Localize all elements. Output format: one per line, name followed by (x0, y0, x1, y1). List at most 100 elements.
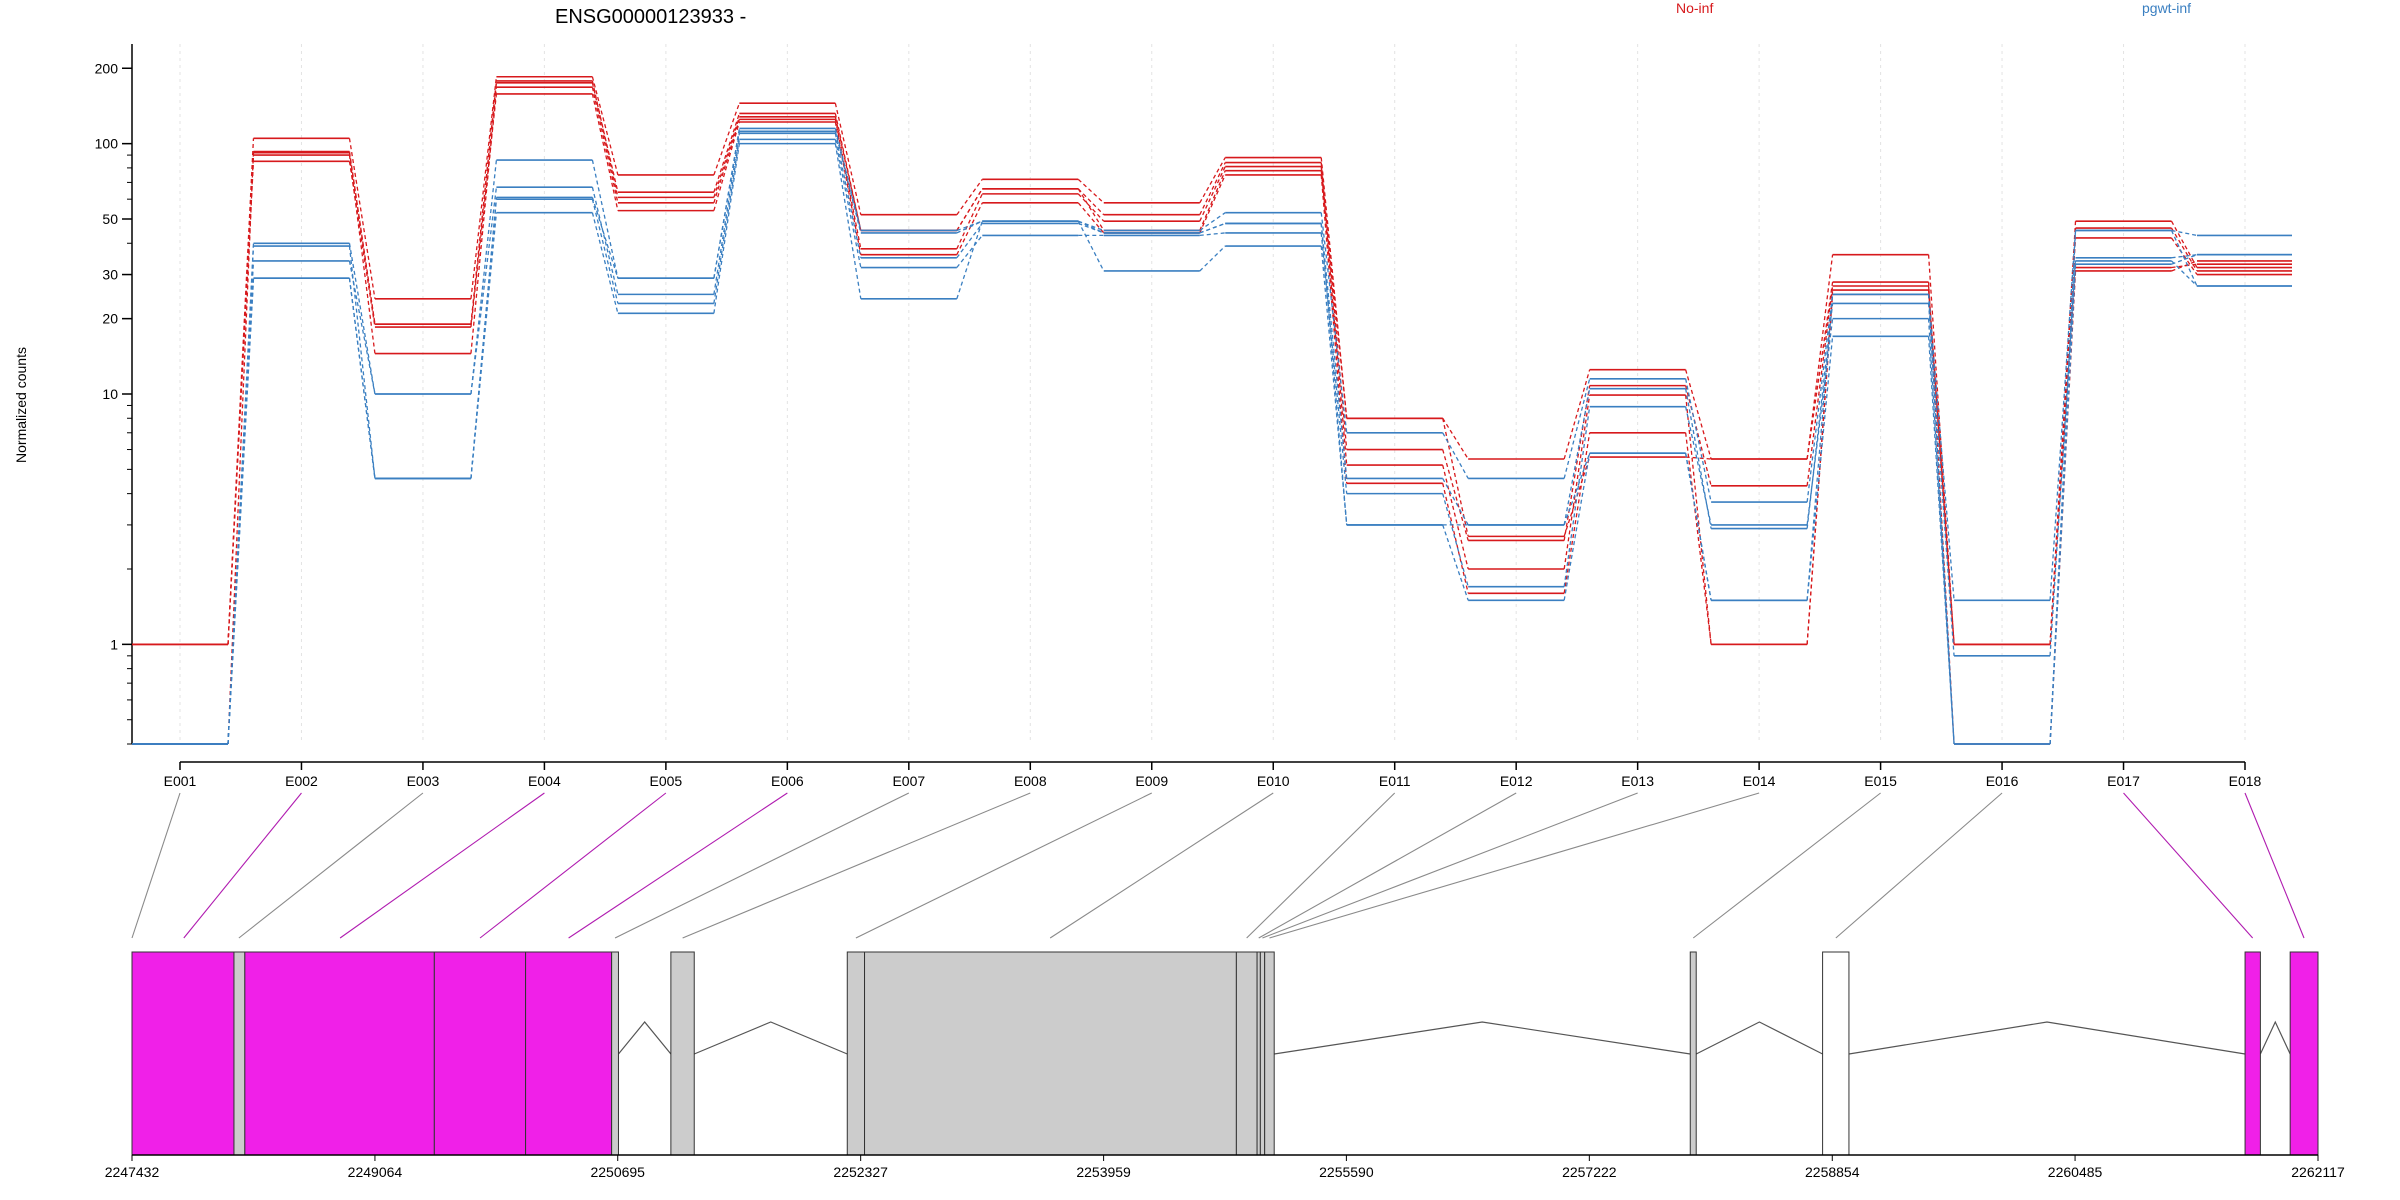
series-link (713, 139, 740, 304)
series-link (1685, 453, 1712, 601)
series-link (1685, 385, 1712, 486)
series-link (2049, 230, 2077, 745)
series-link (1806, 294, 1834, 645)
exon-block (2289, 951, 2319, 1156)
intron (1848, 1021, 2246, 1055)
genome-tick-label: 2250695 (590, 1164, 645, 1180)
series-link (956, 202, 983, 256)
series-link (1078, 220, 1104, 232)
series-link (956, 193, 983, 250)
series-pgwt-inf-6 (132, 127, 2292, 745)
series-link (227, 278, 255, 745)
series-link (2171, 254, 2198, 265)
series-pgwt-inf-9 (132, 142, 2292, 745)
series-link (591, 199, 619, 304)
series-link (956, 188, 983, 231)
series-link (1927, 318, 1955, 745)
exon-block (1689, 951, 1697, 1156)
series-link (1563, 453, 1591, 526)
connector-e006 (568, 792, 788, 939)
gene-model (131, 951, 2319, 1156)
exon-block (2244, 951, 2261, 1156)
series-pgwt-inf-8 (132, 138, 2292, 745)
genome-tick-label: 2260485 (2048, 1164, 2103, 1180)
series-link (2171, 254, 2198, 259)
series-link (956, 220, 983, 234)
series-link (1442, 449, 1469, 541)
series-link (1199, 157, 1226, 204)
series-link (834, 116, 862, 231)
series-link (1078, 220, 1105, 234)
series-link (591, 212, 619, 314)
exon-block (846, 951, 866, 1156)
series-link (470, 159, 498, 395)
series-link (1685, 456, 1712, 460)
series-link (1927, 336, 1955, 745)
series-link (1927, 303, 1955, 656)
series-link (834, 131, 862, 234)
x-tick-label-e010: E010 (1257, 773, 1290, 789)
series-link (1320, 223, 1348, 479)
series-link (591, 76, 619, 176)
connector-e009 (855, 792, 1153, 939)
series-link (1442, 417, 1469, 460)
series-link (470, 87, 498, 354)
series-link (2170, 227, 2198, 272)
series-link (1563, 394, 1591, 570)
x-tick-label-e017: E017 (2107, 773, 2140, 789)
x-tick-label-e001: E001 (164, 773, 197, 789)
genome-tick-label: 2258854 (1805, 1164, 1860, 1180)
series-link (591, 93, 619, 211)
series-link (1442, 493, 1469, 587)
series-lines (132, 75, 2292, 745)
series-link (1563, 406, 1591, 587)
series-link (591, 87, 619, 204)
series-link (1077, 193, 1105, 222)
connector-e014 (1269, 792, 1760, 939)
series-link (1806, 285, 1834, 486)
series-link (956, 223, 983, 259)
gridlines (179, 44, 2246, 744)
series-link (1077, 188, 1105, 231)
series-link (348, 245, 376, 479)
exon-connectors (131, 792, 2305, 939)
genome-tick-label: 2253959 (1076, 1164, 1131, 1180)
genome-tick-label: 2252327 (833, 1164, 888, 1180)
x-tick-label-e016: E016 (1986, 773, 2019, 789)
series-link (2049, 237, 2077, 645)
series-link (348, 138, 376, 299)
series-link (1199, 222, 1226, 234)
series-link (834, 143, 862, 299)
exon-block (433, 951, 527, 1156)
series-link (227, 161, 255, 645)
series-link (1199, 232, 1226, 237)
intron (694, 1021, 848, 1055)
series-link (1199, 174, 1226, 234)
connector-e016 (1835, 792, 2003, 939)
genome-tick-label: 2249064 (348, 1164, 403, 1180)
connector-e011 (1246, 792, 1396, 939)
series-link (713, 133, 740, 295)
x-tick-label-e012: E012 (1500, 773, 1533, 789)
series-link (1199, 212, 1226, 231)
series-link (1806, 294, 1834, 601)
exon-block (233, 951, 246, 1156)
x-tick-label-e018: E018 (2229, 773, 2262, 789)
series-link (1685, 378, 1712, 503)
series-link (348, 155, 376, 354)
series-link (1199, 170, 1226, 231)
y-tick-label: 30 (102, 267, 118, 283)
series-link (1685, 369, 1712, 460)
exon-block (1264, 951, 1275, 1156)
series-link (713, 143, 740, 314)
series-link (2171, 263, 2198, 269)
genome-tick-label: 2262117 (2291, 1164, 2345, 1180)
series-link (348, 278, 376, 479)
series-link (1199, 245, 1226, 272)
series-link (591, 197, 619, 279)
series-link (1442, 483, 1469, 594)
series-link (1927, 290, 1955, 645)
exon-block (611, 951, 619, 1156)
exon-block (670, 951, 695, 1156)
series-link (1563, 456, 1591, 537)
